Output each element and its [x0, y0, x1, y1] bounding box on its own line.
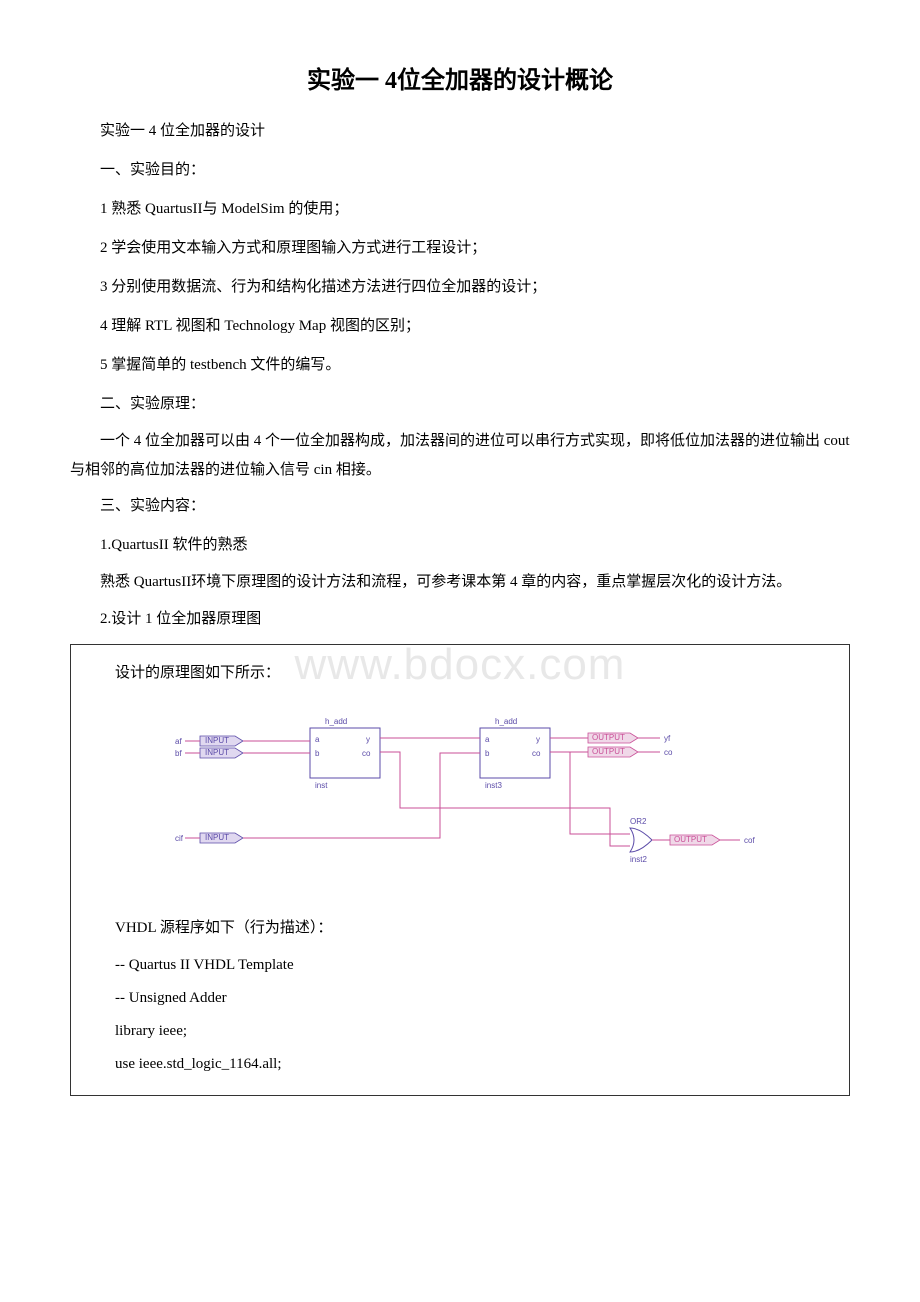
- para-12: 熟悉 QuartusII环境下原理图的设计方法和流程，可参考课本第 4 章的内容…: [70, 568, 850, 597]
- label-cif: cif: [175, 834, 184, 843]
- para-7: 5 掌握简单的 testbench 文件的编写。: [70, 349, 850, 382]
- block1-inst: inst: [315, 781, 328, 790]
- para-6: 4 理解 RTL 视图和 Technology Map 视图的区别；: [70, 310, 850, 343]
- para-5: 3 分别使用数据流、行为和结构化描述方法进行四位全加器的设计；: [70, 271, 850, 304]
- para-13: 2.设计 1 位全加器原理图: [70, 603, 850, 636]
- block1-port-y: y: [366, 735, 370, 744]
- or-gate-label: OR2: [630, 817, 647, 826]
- wire-co2-or: [570, 752, 630, 834]
- label-af: af: [175, 737, 182, 746]
- vhdl-intro: VHDL 源程序如下（行为描述）：: [85, 912, 835, 945]
- label-bf: bf: [175, 749, 182, 758]
- para-8: 二、实验原理：: [70, 388, 850, 421]
- box-caption: 设计的原理图如下所示：: [85, 657, 835, 690]
- circuit-svg: af INPUT bf INPUT cif INPUT h_add a b y …: [140, 708, 780, 888]
- code-line-1: -- Quartus II VHDL Template: [85, 949, 835, 982]
- para-10: 三、实验内容：: [70, 490, 850, 523]
- block2-label: h_add: [495, 717, 517, 726]
- block1-port-co: co: [362, 749, 371, 758]
- label-yf: yf: [664, 734, 671, 743]
- para-2: 一、实验目的：: [70, 154, 850, 187]
- or-gate-shape: [630, 828, 652, 852]
- code-line-3: library ieee;: [85, 1015, 835, 1048]
- wire-cif-b2: [243, 753, 480, 838]
- block1-label: h_add: [325, 717, 347, 726]
- label-co: co: [664, 748, 673, 757]
- or-gate-inst: inst2: [630, 855, 647, 864]
- pin-bf-type: INPUT: [205, 748, 229, 757]
- pin-co-type: OUTPUT: [592, 747, 625, 756]
- block2-port-y: y: [536, 735, 540, 744]
- block2-inst: inst3: [485, 781, 502, 790]
- wire-co1-or: [380, 752, 630, 846]
- para-9: 一个 4 位全加器可以由 4 个一位全加器构成，加法器间的进位可以串行方式实现，…: [70, 427, 850, 484]
- block2-port-a: a: [485, 735, 490, 744]
- block1-port-b: b: [315, 749, 320, 758]
- block1-port-a: a: [315, 735, 320, 744]
- pin-cof-type: OUTPUT: [674, 835, 707, 844]
- schematic-box: 设计的原理图如下所示： af INPUT bf INPUT cif INPUT: [70, 644, 850, 1096]
- schematic-diagram: af INPUT bf INPUT cif INPUT h_add a b y …: [85, 708, 835, 888]
- document-content: 实验一 4位全加器的设计概论 实验一 4 位全加器的设计 一、实验目的： 1 熟…: [70, 60, 850, 1096]
- pin-yf-type: OUTPUT: [592, 733, 625, 742]
- para-3: 1 熟悉 QuartusII与 ModelSim 的使用；: [70, 193, 850, 226]
- pin-cif-type: INPUT: [205, 833, 229, 842]
- block2-port-b: b: [485, 749, 490, 758]
- document-title: 实验一 4位全加器的设计概论: [70, 60, 850, 95]
- para-4: 2 学会使用文本输入方式和原理图输入方式进行工程设计；: [70, 232, 850, 265]
- code-line-2: -- Unsigned Adder: [85, 982, 835, 1015]
- para-1: 实验一 4 位全加器的设计: [70, 115, 850, 148]
- label-cof: cof: [744, 836, 755, 845]
- para-11: 1.QuartusII 软件的熟悉: [70, 529, 850, 562]
- block2-port-co: co: [532, 749, 541, 758]
- pin-af-type: INPUT: [205, 736, 229, 745]
- code-line-4: use ieee.std_logic_1164.all;: [85, 1048, 835, 1081]
